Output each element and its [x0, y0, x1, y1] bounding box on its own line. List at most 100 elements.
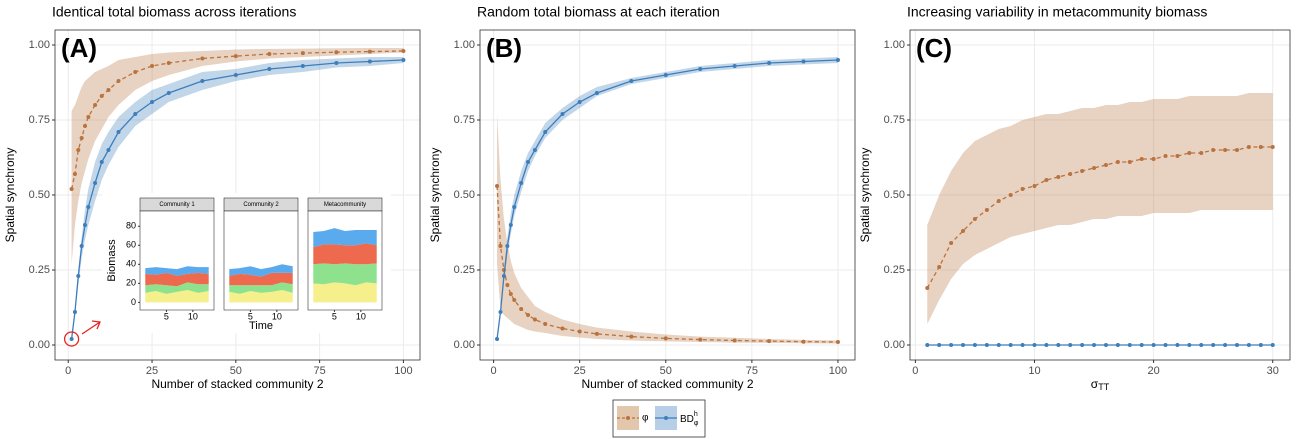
data-point [961, 229, 966, 233]
data-point [1080, 343, 1085, 347]
stacked-area [229, 290, 293, 303]
data-point [1258, 145, 1263, 149]
data-point [133, 70, 138, 74]
stacked-area [313, 228, 377, 248]
data-point [1258, 343, 1263, 347]
legend: φ BDh φ [612, 399, 706, 438]
legend-label-sub: φ [694, 420, 699, 427]
data-point [498, 244, 503, 248]
data-point [629, 334, 634, 339]
x-tick-label: 100 [394, 365, 412, 377]
data-point [949, 343, 954, 347]
y-tick-label: 1.00 [884, 39, 905, 51]
data-point [560, 326, 565, 331]
plot-layer [495, 57, 840, 344]
data-point [1092, 166, 1097, 170]
data-point [732, 338, 737, 343]
x-axis-label-sub: TT [1098, 382, 1109, 392]
data-point [835, 58, 840, 62]
data-point [116, 130, 121, 134]
data-point [1163, 343, 1168, 347]
y-tick-label: 0.00 [454, 339, 475, 351]
data-point [577, 100, 582, 104]
series-line [496, 59, 838, 340]
data-point [69, 337, 74, 341]
data-point [1068, 343, 1073, 347]
data-point [86, 115, 91, 119]
legend-key-point [664, 416, 668, 420]
x-axis-label: Number of stacked community 2 [581, 377, 753, 391]
data-point [267, 52, 272, 56]
facet-border [139, 210, 215, 311]
data-point [835, 340, 840, 344]
data-point [1163, 154, 1168, 158]
data-point [767, 339, 772, 344]
data-point [300, 64, 305, 68]
facet-border [307, 210, 383, 311]
y-tick-label: 0.75 [29, 114, 50, 126]
data-point [543, 322, 548, 326]
facet-title: Metacommunity [324, 202, 366, 208]
data-point [1032, 343, 1037, 347]
data-point [505, 283, 510, 287]
data-point [106, 88, 111, 92]
panel-label: (A) [61, 33, 97, 63]
data-point [594, 91, 599, 95]
inset-y-tick-label: 80 [126, 221, 136, 231]
data-point [1127, 160, 1132, 164]
data-point [505, 244, 510, 248]
data-point [166, 61, 171, 65]
x-tick-label: 75 [313, 365, 325, 377]
data-point [82, 223, 87, 227]
plot-border [909, 29, 1291, 361]
inset-x-label: Time [249, 320, 273, 332]
highlight-arrow [81, 320, 101, 335]
data-point [69, 187, 74, 191]
panel-label: (B) [486, 33, 522, 63]
plot-border [54, 29, 421, 361]
data-point [1139, 157, 1144, 161]
data-point [200, 79, 205, 83]
data-point [560, 112, 565, 116]
stacked-area [229, 272, 293, 286]
data-point [526, 313, 531, 317]
data-point [937, 265, 942, 269]
legend-label: φ [642, 413, 649, 424]
facet-title: Community 2 [243, 202, 279, 208]
data-point [629, 79, 634, 83]
chart-title: Random total biomass at each iteration [477, 4, 720, 20]
data-point [76, 274, 81, 278]
data-point [1008, 193, 1013, 197]
highlight-circle [63, 331, 80, 347]
stacked-area [313, 263, 377, 286]
data-point [698, 337, 703, 342]
data-point [996, 199, 1001, 203]
x-tick-label: 0 [491, 365, 497, 377]
inset-y-label: Biomass [106, 239, 118, 282]
x-tick-label: 75 [746, 365, 758, 377]
x-tick-label: 30 [1267, 365, 1279, 377]
stacked-area [145, 282, 209, 294]
data-point [1032, 184, 1037, 188]
data-point [1270, 145, 1275, 149]
data-point [1223, 343, 1228, 347]
x-axis-label-main: Number of stacked community 2 [151, 377, 323, 391]
inset-y-tick-label: 20 [126, 278, 136, 288]
data-point [300, 51, 305, 56]
data-point [1103, 163, 1108, 167]
data-point [200, 56, 205, 61]
data-point [1175, 154, 1180, 158]
data-point [1246, 145, 1251, 149]
data-point [1056, 343, 1061, 347]
data-point [767, 61, 772, 65]
data-point [1044, 178, 1049, 182]
data-point [401, 58, 406, 62]
x-tick-label: 25 [146, 365, 158, 377]
data-point [996, 343, 1001, 347]
data-point [334, 50, 339, 55]
x-tick-label: 50 [230, 365, 242, 377]
data-point [663, 73, 668, 77]
x-tick-label: 20 [1147, 365, 1159, 377]
data-point [663, 336, 668, 341]
